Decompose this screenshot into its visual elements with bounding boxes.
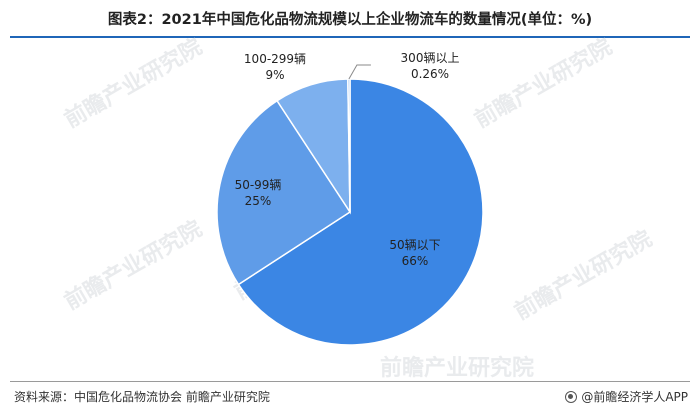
- watermark-text: 前瞻产业研究院: [60, 34, 206, 134]
- slice-50-99-label: 50-99辆: [235, 178, 282, 192]
- pie-chart: 前瞻产业研究院前瞻产业研究院前瞻产业研究院前瞻产业研究院前瞻产业研究院前瞻产业研…: [60, 34, 656, 380]
- slice-100-299-value: 9%: [265, 68, 284, 82]
- slice-50-99-value: 25%: [245, 194, 272, 208]
- watermark-text: 前瞻产业研究院: [380, 355, 534, 380]
- brand-text: @前瞻经济学人APP: [581, 390, 688, 404]
- slice-50-below: [237, 78, 484, 346]
- source-note: 资料来源：中国危化品物流协会 前瞻产业研究院: [14, 390, 270, 404]
- leader-line-300-above: [348, 64, 371, 80]
- chart-title: 图表2：2021年中国危化品物流规模以上企业物流车的数量情况(单位：%): [107, 12, 593, 28]
- pie-slices: [216, 78, 484, 346]
- title-divider: [10, 36, 690, 38]
- brand-credit: @前瞻经济学人APP: [565, 388, 688, 405]
- slice-100-299-label: 100-299辆: [244, 52, 306, 66]
- slice-50-99: [216, 99, 352, 286]
- slice-50-below-label: 50辆以下: [389, 238, 440, 252]
- watermark-text: 前瞻产业研究院: [60, 216, 206, 316]
- slice-300-above-value: 0.26%: [411, 67, 449, 81]
- watermark-text: 前瞻产业研究院: [470, 34, 616, 134]
- watermark-text: 前瞻产业研究院: [510, 226, 656, 326]
- pie-labels: 50辆以下 66% 50-99辆 25% 100-299辆 9% 300辆以上 0.26%: [235, 51, 460, 268]
- slice-300-above: [347, 78, 351, 213]
- footer-divider: [10, 381, 690, 382]
- slice-300-above-label: 300辆以上: [401, 51, 460, 65]
- brand-logo-icon: [565, 390, 578, 403]
- slice-50-below-value: 66%: [402, 254, 429, 268]
